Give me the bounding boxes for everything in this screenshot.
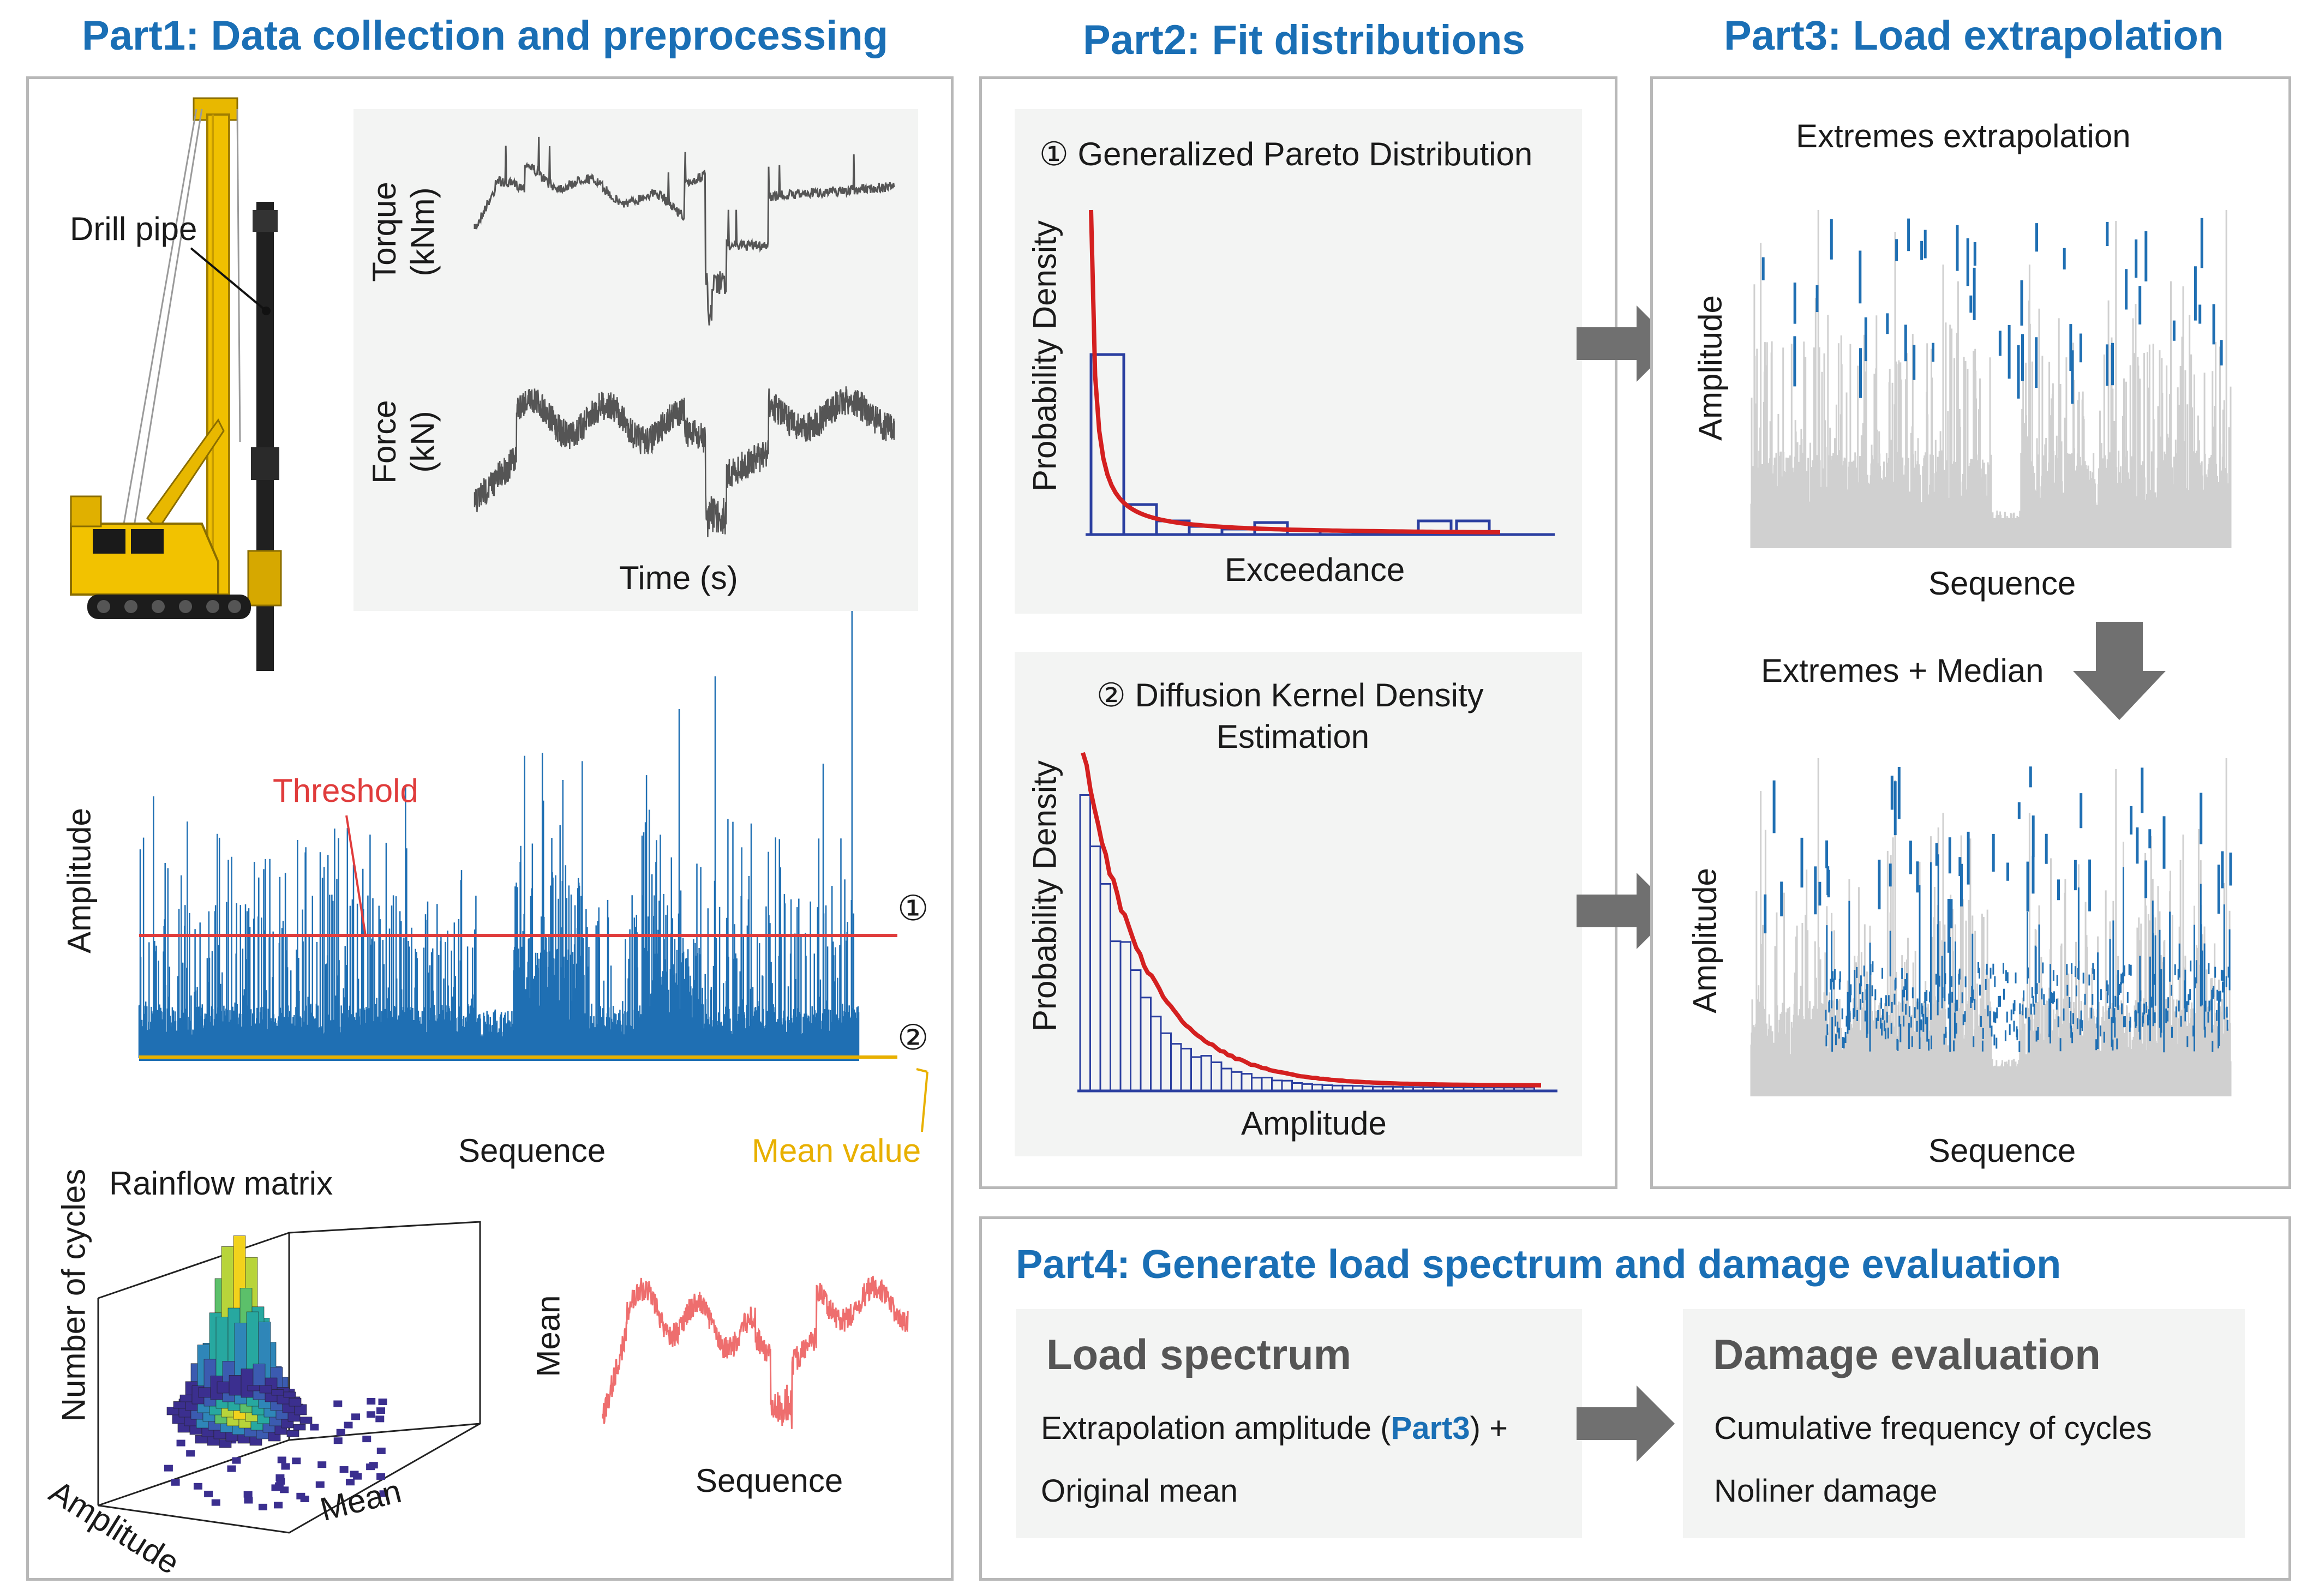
- dkde-title-line1: ② Diffusion Kernel Density: [1096, 677, 1484, 713]
- part4-title: Part4: Generate load spectrum and damage…: [1016, 1241, 2062, 1287]
- force-signal: [474, 386, 895, 537]
- extremes-median-label: Extremes + Median: [1761, 652, 2044, 689]
- mean-signal: [602, 1275, 909, 1429]
- rainflow-matrix-3d: [97, 1221, 481, 1534]
- dkde-title-line2: Estimation: [1217, 718, 1370, 755]
- gpd-ylabel: Probability Density: [1026, 220, 1063, 491]
- gpd-xlabel: Exceedance: [1225, 551, 1405, 588]
- part3-title: Part3: Load extrapolation: [1724, 13, 2224, 59]
- arrow-down-extremes-median: [2073, 622, 2166, 720]
- damage-evaluation-heading: Damage evaluation: [1713, 1330, 2101, 1378]
- drill-pipe-label: Drill pipe: [70, 211, 197, 247]
- load-spectrum-heading: Load spectrum: [1046, 1330, 1352, 1378]
- dkde-histogram-fit: [1077, 752, 1557, 1093]
- extremes-extrapolation-title: Extremes extrapolation: [1796, 118, 2131, 154]
- amplitude-signal: [138, 611, 897, 1061]
- mean-plot-ylabel: Mean: [530, 1295, 567, 1377]
- extremes-median-signal: [1750, 758, 2232, 1096]
- dkde-xlabel: Amplitude: [1241, 1105, 1387, 1142]
- part1-title: Part1: Data collection and preprocessing: [82, 13, 889, 59]
- part3-top-xlabel: Sequence: [1928, 565, 2076, 602]
- load-spectrum-line1: Extrapolation amplitude (Part3) +: [1041, 1411, 1508, 1446]
- drilling-rig-illustration: [70, 97, 282, 671]
- dkde-box: [1015, 652, 1582, 1156]
- damage-evaluation-box: [1683, 1309, 2245, 1538]
- damage-line2: Noliner damage: [1714, 1473, 1938, 1509]
- rainflow-z-label: Number of cycles: [55, 1168, 92, 1422]
- dkde-ylabel: Probability Density: [1026, 760, 1063, 1031]
- threshold-marker-1: ①: [897, 889, 929, 928]
- part3-top-ylabel: Amplitude: [1692, 295, 1729, 441]
- threshold-label: Threshold: [273, 772, 418, 809]
- mean-value-label: Mean value: [752, 1132, 921, 1169]
- arrow-load-to-damage: [1577, 1385, 1675, 1462]
- part3-bottom-xlabel: Sequence: [1928, 1132, 2076, 1169]
- mean-plot-xlabel: Sequence: [696, 1462, 843, 1499]
- load-spectrum-line2: Original mean: [1041, 1473, 1238, 1509]
- part3-reference: Part3: [1391, 1411, 1470, 1446]
- part3-bottom-ylabel: Amplitude: [1686, 868, 1723, 1013]
- gpd-title: ① Generalized Pareto Distribution: [1039, 136, 1533, 172]
- damage-line1: Cumulative frequency of cycles: [1714, 1411, 2152, 1446]
- extrapolated-extremes-signal: [1750, 210, 2232, 548]
- part2-title: Part2: Fit distributions: [1083, 17, 1525, 63]
- sequence-axis-label: Sequence: [458, 1132, 606, 1169]
- time-axis-label: Time (s): [619, 560, 738, 596]
- load-spectrum-box: [1016, 1309, 1582, 1538]
- mean-marker-2: ②: [897, 1018, 929, 1057]
- gpd-histogram-fit: [1086, 209, 1555, 536]
- torque-signal: [474, 136, 895, 326]
- rainflow-title: Rainflow matrix: [109, 1165, 333, 1202]
